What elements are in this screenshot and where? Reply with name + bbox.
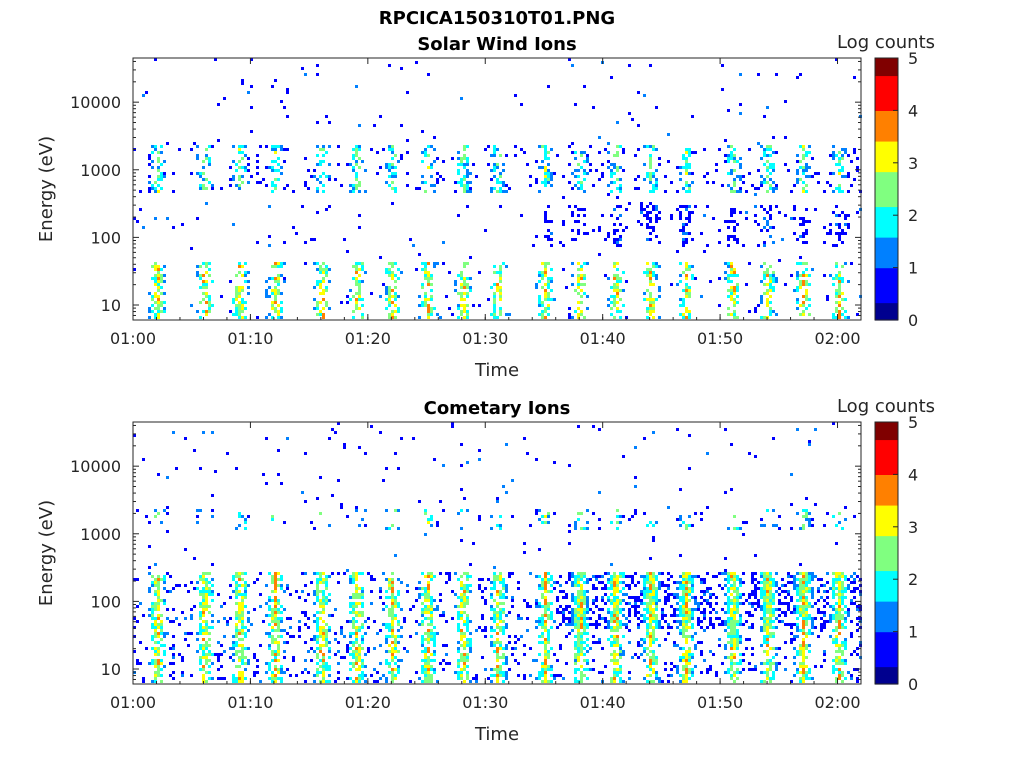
colorbar-tick-label: 3 bbox=[908, 518, 918, 537]
plot-frame bbox=[132, 421, 862, 685]
heatmap-pixels bbox=[133, 58, 862, 319]
x-tick-label: 01:50 bbox=[697, 693, 743, 712]
x-axis-label: Time bbox=[474, 360, 519, 381]
colorbar-label: Log counts bbox=[837, 396, 935, 417]
y-axis-label: Energy (eV) bbox=[36, 136, 57, 242]
colorbar-tick-label: 4 bbox=[908, 465, 918, 484]
x-tick-label: 02:00 bbox=[814, 329, 860, 348]
panel-title: Cometary Ions bbox=[424, 398, 571, 419]
x-tick-label: 01:40 bbox=[580, 693, 626, 712]
x-tick-label: 01:50 bbox=[697, 329, 743, 348]
y-tick-label: 100 bbox=[90, 592, 121, 611]
colorbar-tick-label: 4 bbox=[908, 101, 918, 120]
x-tick-label: 01:10 bbox=[227, 329, 273, 348]
y-tick-label: 10 bbox=[101, 296, 121, 315]
y-axis-label: Energy (eV) bbox=[36, 500, 57, 606]
y-tick-label: 100 bbox=[90, 228, 121, 247]
colorbar-tick-label: 5 bbox=[908, 49, 918, 68]
x-tick-label: 01:00 bbox=[110, 329, 156, 348]
x-tick-label: 01:20 bbox=[345, 329, 391, 348]
colorbar-tick-label: 0 bbox=[908, 675, 918, 694]
colorbar-tick-label: 1 bbox=[908, 623, 918, 642]
colorbar-frame bbox=[874, 421, 899, 685]
x-tick-label: 01:20 bbox=[345, 693, 391, 712]
colorbar-frame bbox=[874, 57, 899, 321]
colorbar-label: Log counts bbox=[837, 32, 935, 53]
panel-title: Solar Wind Ions bbox=[417, 34, 576, 55]
x-tick-label: 01:30 bbox=[462, 693, 508, 712]
y-tick-label: 10000 bbox=[70, 457, 121, 476]
y-tick-label: 10000 bbox=[70, 93, 121, 112]
y-tick-label: 1000 bbox=[80, 161, 121, 180]
colorbar-tick-label: 2 bbox=[908, 206, 918, 225]
x-tick-label: 01:40 bbox=[580, 329, 626, 348]
colorbar-tick-label: 2 bbox=[908, 570, 918, 589]
plot-frame bbox=[132, 57, 862, 321]
y-tick-label: 10 bbox=[101, 660, 121, 679]
x-tick-label: 02:00 bbox=[814, 693, 860, 712]
colorbar-tick-label: 5 bbox=[908, 413, 918, 432]
colorbar-tick-label: 0 bbox=[908, 311, 918, 330]
x-tick-label: 01:30 bbox=[462, 329, 508, 348]
heatmap-pixels bbox=[133, 422, 862, 683]
colorbar-tick-label: 1 bbox=[908, 259, 918, 278]
x-tick-label: 01:10 bbox=[227, 693, 273, 712]
x-axis-label: Time bbox=[474, 724, 519, 745]
figure-title: RPCICA150310T01.PNG bbox=[379, 8, 615, 29]
solar-wind-panel: Solar Wind Ions 01:00 01:10 01:20 01:30 01:40… bbox=[36, 32, 935, 381]
y-tick-label: 1000 bbox=[80, 525, 121, 544]
x-tick-label: 01:00 bbox=[110, 693, 156, 712]
colorbar-tick-label: 3 bbox=[908, 154, 918, 173]
